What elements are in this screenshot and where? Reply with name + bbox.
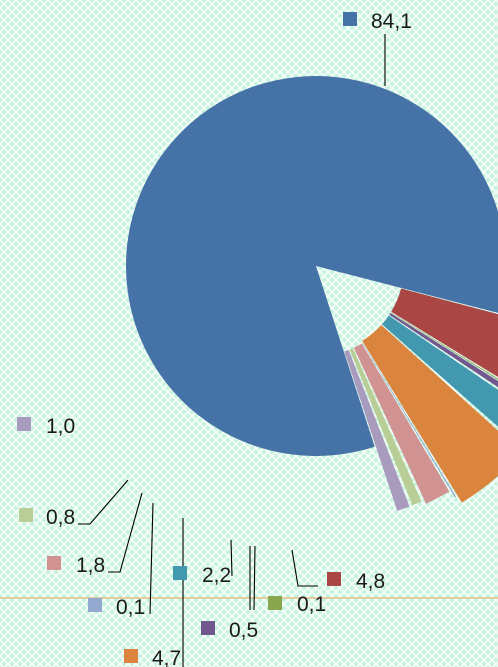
data-label-0: 84,1 (371, 10, 412, 33)
label-swatch-9 (17, 417, 31, 431)
data-label-4: 2,2 (202, 564, 231, 587)
pie-slice-1 (391, 288, 498, 377)
data-label-7: 1,8 (76, 554, 105, 577)
label-swatch-5 (124, 649, 138, 663)
pie-slice-3 (389, 313, 498, 388)
pie-slice-8 (349, 348, 422, 506)
label-swatch-2 (268, 596, 282, 610)
pie-slices (126, 76, 498, 511)
data-label-2: 0,1 (297, 593, 326, 616)
label-swatch-4 (173, 566, 187, 580)
leader-line-2 (253, 545, 256, 611)
label-swatch-6 (88, 598, 102, 612)
data-labels: 84,1 4,8 0,1 0,5 2,2 4,7 0,1 1,8 0,8 1,0 (17, 10, 412, 667)
label-swatch-7 (47, 556, 61, 570)
data-label-3: 0,5 (229, 619, 258, 642)
data-label-9: 1,0 (46, 415, 75, 438)
leader-line-7 (108, 492, 143, 573)
pie-slice-9 (344, 349, 410, 511)
data-label-5: 4,7 (152, 647, 181, 667)
pie-slice-4 (381, 315, 498, 427)
label-swatch-3 (201, 621, 215, 635)
pie-slice-6 (363, 344, 457, 498)
data-label-1: 4,8 (356, 570, 385, 593)
leader-line-8 (78, 479, 129, 525)
leader-line-6 (149, 502, 154, 615)
label-swatch-1 (327, 572, 341, 586)
pie-slice-5 (362, 325, 498, 503)
data-label-6: 0,1 (116, 596, 145, 619)
leader-line-4 (230, 539, 233, 577)
data-label-8: 0,8 (46, 506, 75, 529)
leader-line-1 (291, 549, 318, 587)
pie-slice-7 (353, 343, 450, 504)
leader-lines (78, 34, 386, 667)
label-swatch-0 (343, 12, 357, 26)
label-swatch-8 (19, 508, 33, 522)
pie-slice-0 (126, 76, 498, 456)
pie-slice-2 (390, 312, 498, 380)
